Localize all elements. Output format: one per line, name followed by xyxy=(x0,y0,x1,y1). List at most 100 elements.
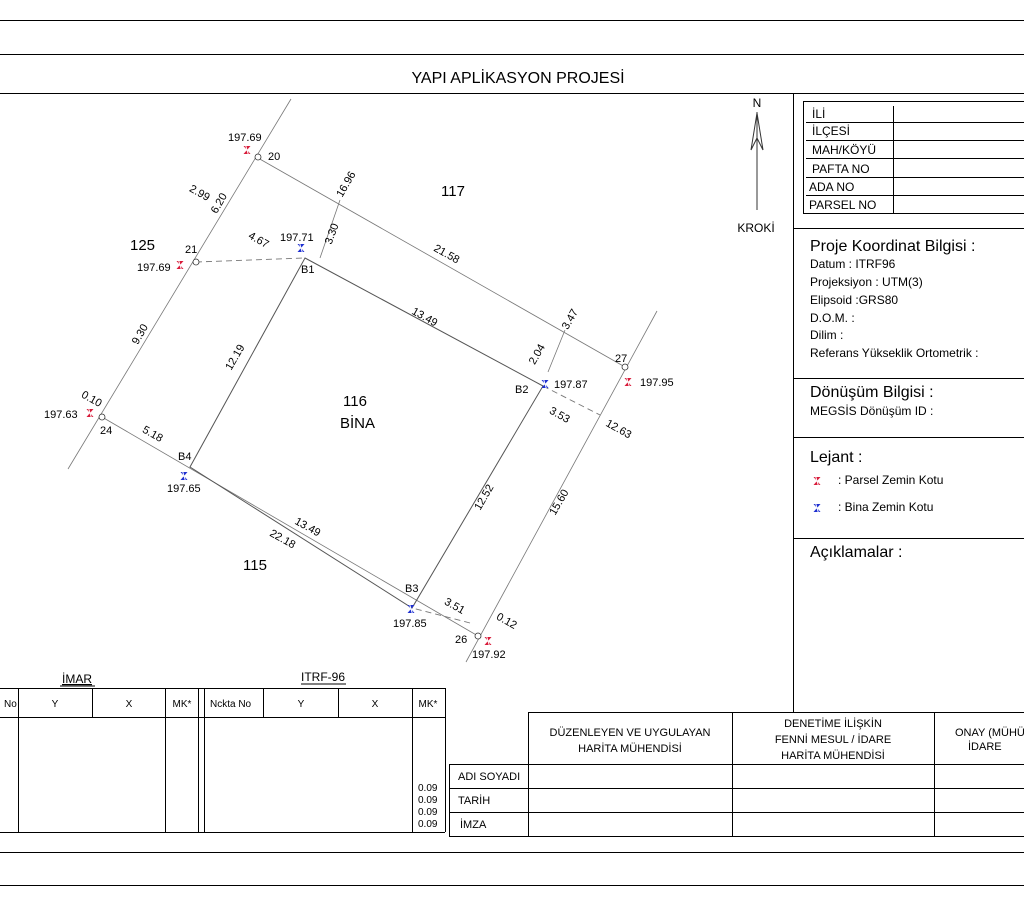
sign-row-signature: İMZA xyxy=(460,818,487,831)
building-elevation-marker-icon xyxy=(813,503,821,513)
parcel-125: 125 xyxy=(130,237,155,254)
dim-21-58: 21.58 xyxy=(432,242,462,266)
legend-parcel-label: : Parsel Zemin Kotu xyxy=(838,473,943,487)
coord-heading: Proje Koordinat Bilgisi : xyxy=(810,238,975,255)
dim-4-67: 4.67 xyxy=(246,230,271,251)
itrf-header-mk: MK* xyxy=(419,699,438,710)
dim-9-30: 9.30 xyxy=(130,322,151,347)
itrf-title: ITRF-96 xyxy=(301,670,345,684)
site-plan xyxy=(67,98,658,663)
dim-2-99: 2.99 xyxy=(187,183,212,204)
point-b4-elevation: 197.65 xyxy=(167,483,201,495)
dim-22-18: 22.18 xyxy=(268,527,298,551)
point-21-number: 21 xyxy=(185,244,197,256)
sheet-frame xyxy=(0,20,1024,886)
coord-datum: Datum : ITRF96 xyxy=(810,257,896,271)
point-b1-elevation: 197.71 xyxy=(280,232,314,244)
point-b2-number: B2 xyxy=(515,384,528,396)
dim-3-30: 3.30 xyxy=(323,222,342,246)
point-26-number: 26 xyxy=(455,634,467,646)
point-b1-number: B1 xyxy=(301,264,314,276)
sign-col-1-line-1: DÜZENLEYEN VE UYGULAYAN xyxy=(550,727,711,739)
sign-col-3-line-2: İDARE xyxy=(968,740,1002,753)
legend-building-label: : Bina Zemin Kotu xyxy=(838,500,933,514)
dim-3-47: 3.47 xyxy=(560,307,581,332)
coord-zone: Dilim : xyxy=(810,328,843,342)
marker-parcel-24-icon xyxy=(86,408,94,418)
dim-0-12: 0.12 xyxy=(494,611,519,632)
point-20-elevation: 197.69 xyxy=(228,132,262,144)
imar-header-no: No xyxy=(4,699,17,710)
info-label-pafta: PAFTA NO xyxy=(812,162,870,176)
building-label: BİNA xyxy=(340,414,375,432)
sign-col-2-line-3: HARİTA MÜHENDİSİ xyxy=(781,749,885,762)
page-title: YAPI APLİKASYON PROJESİ xyxy=(411,68,624,87)
dim-16-96: 16.96 xyxy=(334,170,358,200)
notes-heading: Açıklamalar : xyxy=(810,544,902,561)
signature-table xyxy=(449,712,1024,837)
parcel-115: 115 xyxy=(243,557,267,574)
sign-col-1-line-2: HARİTA MÜHENDİSİ xyxy=(578,742,682,755)
point-27-number: 27 xyxy=(615,353,627,365)
dim-12-63: 12.63 xyxy=(604,417,634,441)
itrf-header-no: Nckta No xyxy=(210,699,252,710)
building-outline xyxy=(189,257,544,609)
coord-height-ref: Referans Yükseklik Ortometrik : xyxy=(810,346,979,360)
info-label-parsel: PARSEL NO xyxy=(809,198,876,212)
dim-3-51: 3.51 xyxy=(442,596,467,617)
itrf-header-x: X xyxy=(372,699,379,710)
coord-ellipsoid: Elipsoid :GRS80 xyxy=(810,293,898,307)
parcel-117: 117 xyxy=(441,183,465,200)
coord-dom: D.O.M. : xyxy=(810,311,855,325)
imar-header-x: X xyxy=(126,699,133,710)
point-27-elevation: 197.95 xyxy=(640,377,674,389)
info-table-labels: İLİ İLÇESİ MAH/KÖYÜ PAFTA NO ADA NO PARS… xyxy=(809,107,876,212)
sign-col-2-line-1: DENETİME İLİŞKİN xyxy=(784,717,882,730)
itrf-header-y: Y xyxy=(298,699,305,710)
itrf-mk-value: 0.09 xyxy=(418,783,438,794)
coordinate-tables xyxy=(0,688,446,833)
point-20-number: 20 xyxy=(268,151,280,163)
right-panel-dividers xyxy=(793,228,1024,539)
imar-header-y: Y xyxy=(52,699,59,710)
point-b3-elevation: 197.85 xyxy=(393,618,427,630)
info-label-mahalle: MAH/KÖYÜ xyxy=(812,143,876,157)
point-b2-elevation: 197.87 xyxy=(554,379,588,391)
north-label: N xyxy=(753,96,762,110)
dim-13-49-bottom: 13.49 xyxy=(293,515,323,539)
dim-13-49-top: 13.49 xyxy=(410,305,440,329)
itrf-mk-value: 0.09 xyxy=(418,807,438,818)
marker-parcel-20-icon xyxy=(243,145,251,155)
dim-15-60: 15.60 xyxy=(547,488,571,518)
sign-col-2-line-2: FENNİ MESUL / İDARE xyxy=(775,733,891,746)
marker-building-b4-icon xyxy=(180,471,188,481)
info-label-ilce: İLÇESİ xyxy=(812,124,850,138)
dim-6-20: 6.20 xyxy=(209,191,230,216)
point-21-elevation: 197.69 xyxy=(137,262,171,274)
point-24-number: 24 xyxy=(100,425,112,437)
imar-header-mk: MK* xyxy=(173,699,192,710)
dim-12-19: 12.19 xyxy=(223,343,247,373)
legend-heading: Lejant : xyxy=(810,449,862,466)
itrf-mk-value: 0.09 xyxy=(418,819,438,830)
point-b3-number: B3 xyxy=(405,583,418,595)
point-26-elevation: 197.92 xyxy=(472,649,506,661)
marker-parcel-26-icon xyxy=(484,636,492,646)
coord-projection: Projeksiyon : UTM(3) xyxy=(810,275,923,289)
dim-2-04: 2.04 xyxy=(527,342,548,367)
kroki-label: KROKİ xyxy=(737,221,774,235)
point-b4-number: B4 xyxy=(178,451,191,463)
north-arrow-icon xyxy=(750,112,764,210)
point-24-elevation: 197.63 xyxy=(44,409,78,421)
marker-parcel-27-icon xyxy=(624,377,632,387)
info-label-il: İLİ xyxy=(812,107,825,121)
transform-heading: Dönüşüm Bilgisi : xyxy=(810,384,934,401)
transform-megsis: MEGSİS Dönüşüm ID : xyxy=(810,404,933,418)
itrf-mk-value: 0.09 xyxy=(418,795,438,806)
imar-title: İMAR xyxy=(62,672,92,686)
dim-12-52: 12.52 xyxy=(472,483,496,513)
marker-parcel-21-icon xyxy=(176,260,184,270)
parcel-116: 116 xyxy=(343,393,367,410)
sign-row-date: TARİH xyxy=(458,794,490,807)
info-label-ada: ADA NO xyxy=(809,180,854,194)
